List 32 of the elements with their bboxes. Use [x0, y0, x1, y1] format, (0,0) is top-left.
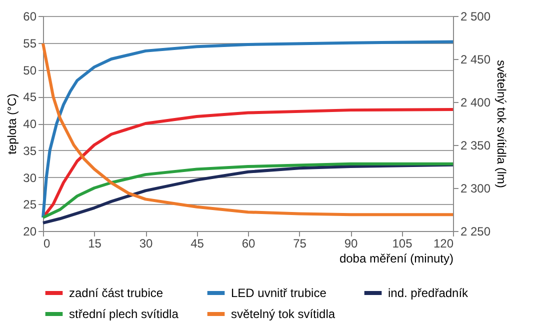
y2-axis-title: světelný tok svítidla (lm) [494, 60, 509, 188]
x-tick-label: 90 [344, 236, 358, 250]
x-tick-label: 105 [392, 236, 413, 250]
y-tick-label: 25 [23, 198, 37, 212]
x-tick-label: 45 [190, 236, 204, 250]
y2-tick-label: 2 250 [460, 224, 491, 238]
legend-label: světelný tok svítidla [231, 307, 336, 321]
legend-label: LED uvnitř trubice [231, 286, 327, 300]
y-tick-label: 40 [23, 117, 37, 131]
x-axis-title: doba měření (minuty) [339, 252, 454, 266]
y2-tick-label: 2 400 [460, 96, 491, 110]
y2-tick-label: 2 300 [460, 182, 491, 196]
legend-label: střední plech svítidla [69, 307, 179, 321]
y-tick-label: 50 [23, 63, 37, 78]
y2-tick-label: 2 450 [460, 52, 491, 66]
legend-label: ind. předřadník [388, 286, 470, 300]
x-tick-label: 30 [139, 236, 153, 250]
x-tick-label: 120 [433, 236, 454, 250]
y-tick-label: 60 [23, 10, 37, 24]
x-tick-label: 60 [242, 236, 256, 250]
y-tick-label: 45 [23, 90, 37, 104]
y2-tick-label: 2 350 [460, 138, 491, 152]
y-tick-label: 30 [23, 170, 37, 185]
legend-label: zadní část trubice [69, 286, 164, 300]
y-axis-title: teplota (°C) [5, 94, 20, 154]
y-tick-label: 55 [23, 36, 37, 50]
y-tick-label: 20 [23, 224, 37, 238]
x-tick-label: 0 [44, 236, 50, 250]
y-tick-label: 35 [23, 144, 37, 158]
y2-tick-label: 2 500 [460, 10, 491, 24]
x-tick-label: 15 [88, 236, 102, 250]
x-tick-label: 75 [293, 236, 307, 250]
